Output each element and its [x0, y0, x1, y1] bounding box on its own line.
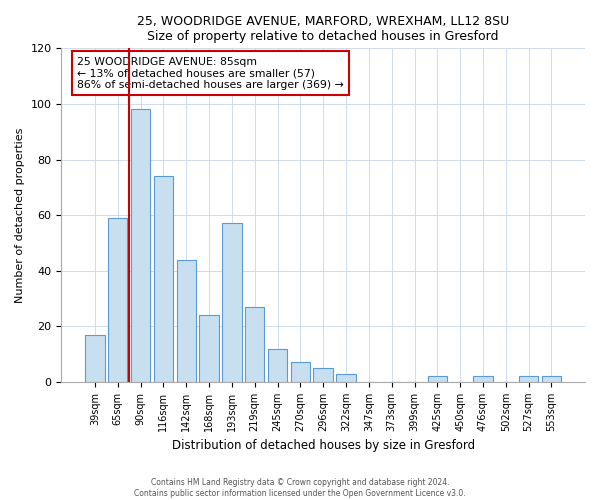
Bar [245, 307, 265, 382]
Bar [108, 218, 127, 382]
Bar [85, 334, 104, 382]
Bar [519, 376, 538, 382]
Bar [131, 110, 150, 382]
Bar [199, 315, 219, 382]
Text: 25 WOODRIDGE AVENUE: 85sqm
← 13% of detached houses are smaller (57)
86% of semi: 25 WOODRIDGE AVENUE: 85sqm ← 13% of deta… [77, 56, 344, 90]
Bar [176, 260, 196, 382]
Bar [268, 348, 287, 382]
Title: 25, WOODRIDGE AVENUE, MARFORD, WREXHAM, LL12 8SU
Size of property relative to de: 25, WOODRIDGE AVENUE, MARFORD, WREXHAM, … [137, 15, 509, 43]
Y-axis label: Number of detached properties: Number of detached properties [15, 128, 25, 303]
Bar [542, 376, 561, 382]
Bar [222, 224, 242, 382]
X-axis label: Distribution of detached houses by size in Gresford: Distribution of detached houses by size … [172, 440, 475, 452]
Bar [154, 176, 173, 382]
Bar [290, 362, 310, 382]
Bar [337, 374, 356, 382]
Bar [428, 376, 447, 382]
Text: Contains HM Land Registry data © Crown copyright and database right 2024.
Contai: Contains HM Land Registry data © Crown c… [134, 478, 466, 498]
Bar [473, 376, 493, 382]
Bar [313, 368, 333, 382]
